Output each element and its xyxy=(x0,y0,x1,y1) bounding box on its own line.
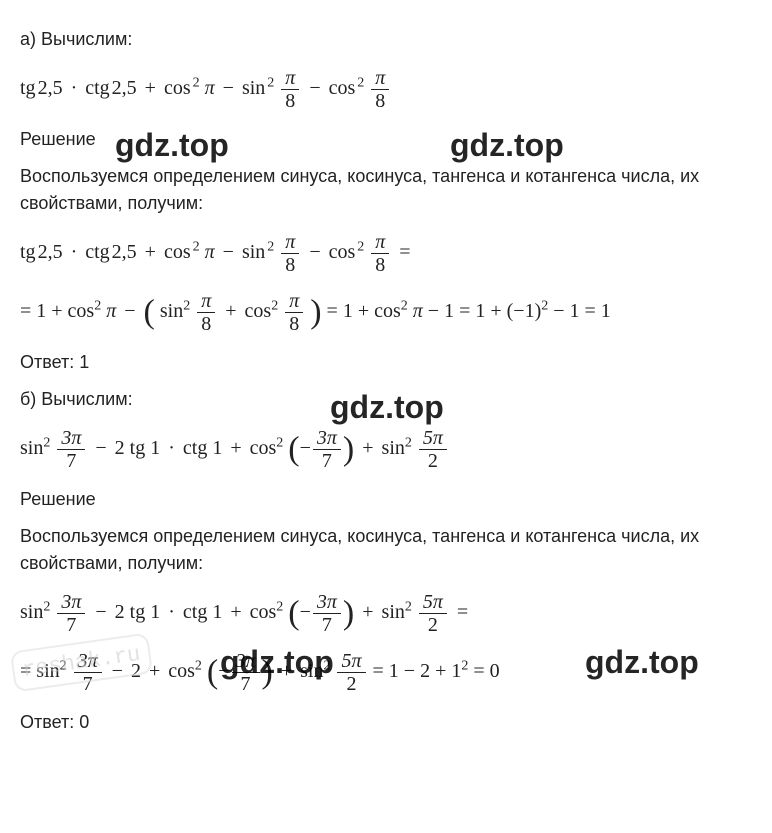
watermark-gdz: gdz.top xyxy=(450,121,564,169)
expr-a: tg2,5 · ctg2,5 + cos2 π − sin2 π8 − cos2… xyxy=(20,67,752,112)
expr-a-step1: tg2,5 · ctg2,5 + cos2 π − sin2 π8 − cos2… xyxy=(20,231,752,276)
expr-b-step2: = sin2 3π7 − 2 + cos2 (−3π7) + sin2 5π2 … xyxy=(20,650,752,695)
explanation-a: Воспользуемся определением синуса, косин… xyxy=(20,163,752,217)
expr-a-step2: = 1 + cos2 π − ( sin2 π8 + cos2 π8 ) = 1… xyxy=(20,290,752,335)
watermark-gdz: gdz.top xyxy=(115,121,229,169)
expr-b-step1: sin2 3π7 − 2 tg 1 · ctg 1 + cos2 (−3π7) … xyxy=(20,591,752,636)
solution-label-a: Решение xyxy=(20,129,96,149)
answer-a: Ответ: 1 xyxy=(20,349,752,376)
expr-b: sin2 3π7 − 2 tg 1 · ctg 1 + cos2 (−3π7) … xyxy=(20,427,752,472)
answer-b: Ответ: 0 xyxy=(20,709,752,736)
part-a-header: а) Вычислим: xyxy=(20,26,752,53)
part-b-header: б) Вычислим: xyxy=(20,389,133,409)
watermark-gdz: gdz.top xyxy=(330,383,444,431)
solution-label-b: Решение xyxy=(20,486,752,513)
explanation-b: Воспользуемся определением синуса, косин… xyxy=(20,523,752,577)
